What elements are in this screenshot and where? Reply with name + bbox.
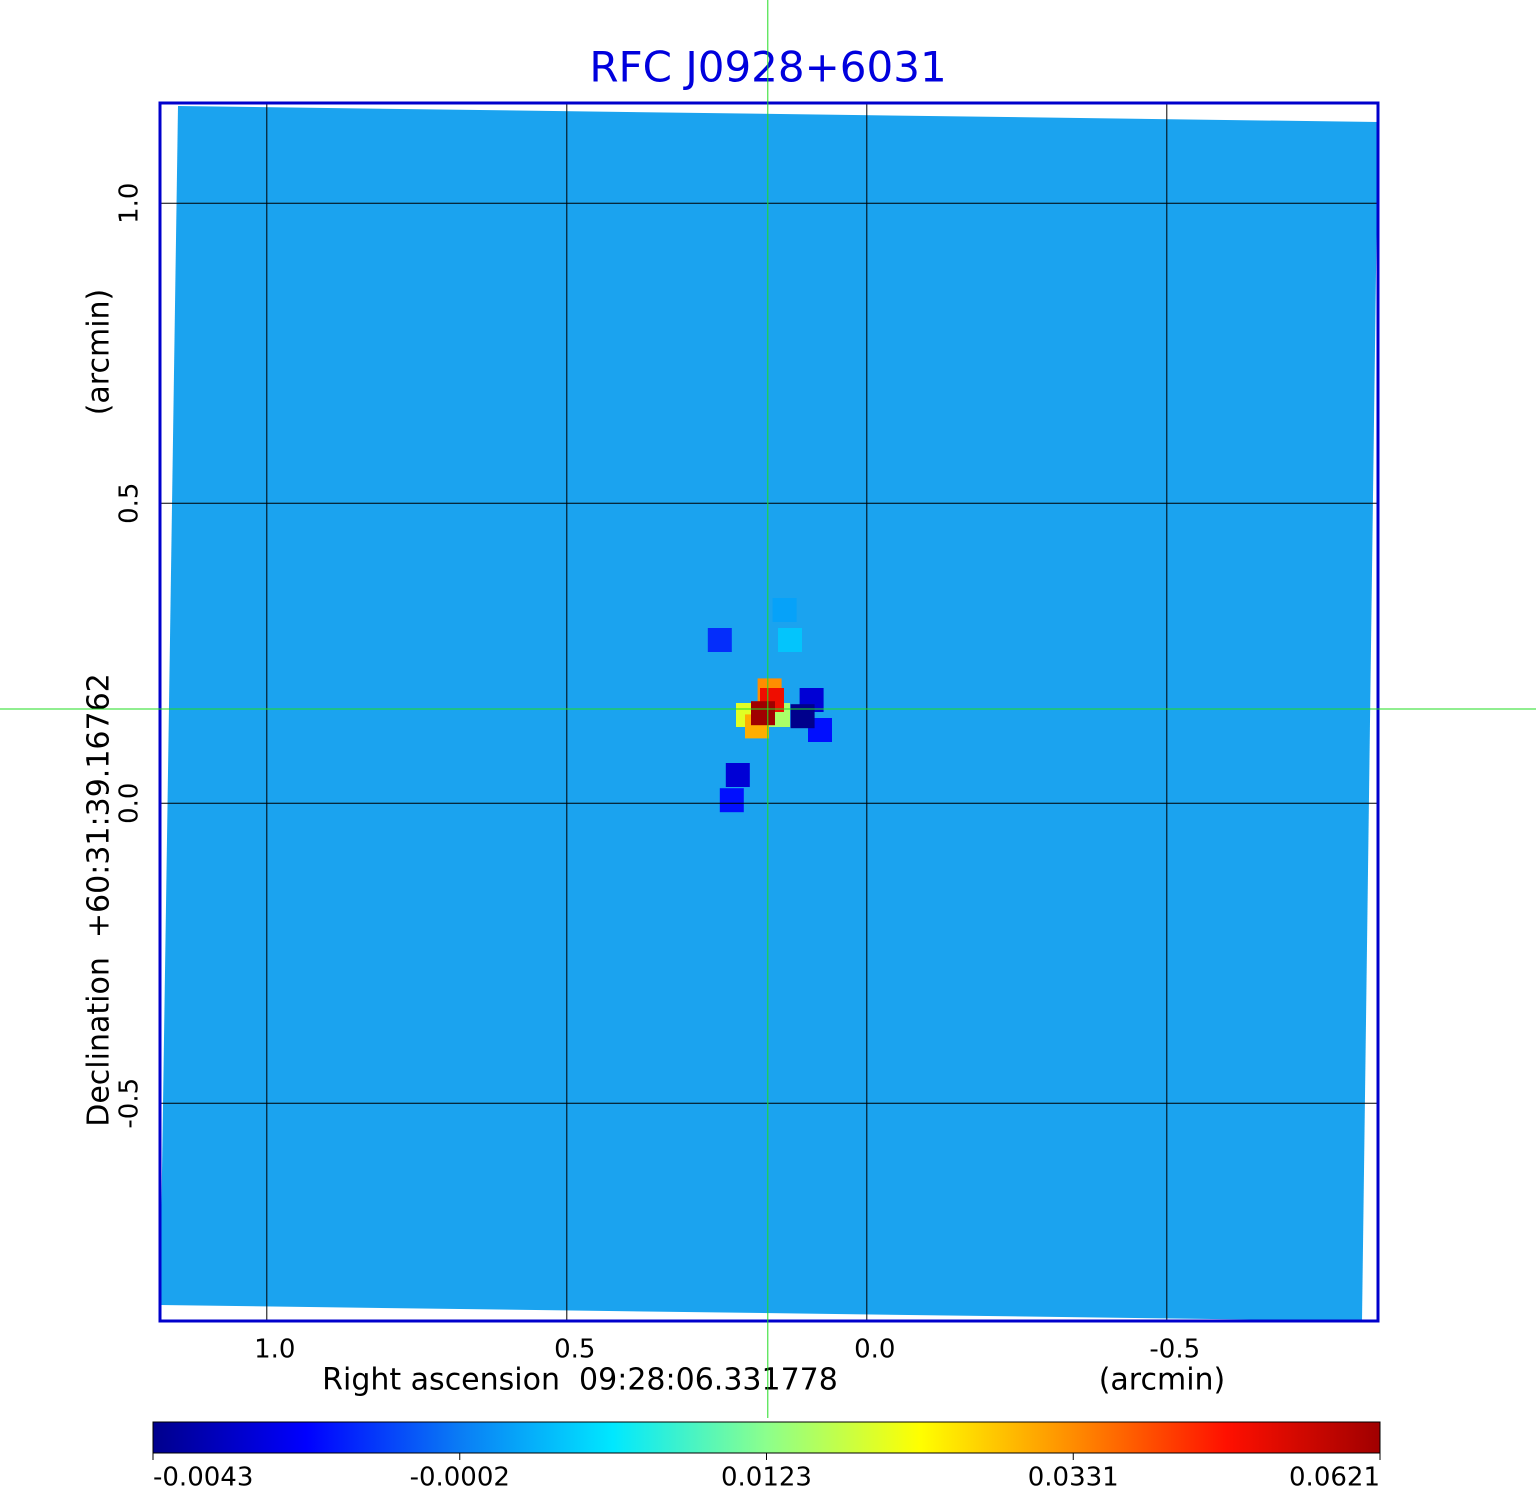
x-axis-unit: (arcmin) (1099, 1363, 1226, 1398)
image-pixel (707, 628, 732, 652)
y-tick-label: 0.0 (115, 783, 145, 824)
image-pixel (751, 701, 775, 726)
x-tick-label: 0.0 (854, 1335, 895, 1365)
x-axis-label: Right ascension 09:28:06.331778 (322, 1363, 838, 1398)
image-pixel (772, 598, 797, 622)
y-tick-label: 0.5 (115, 483, 145, 524)
plot-frame (158, 101, 1380, 1323)
colorbar (152, 1421, 1381, 1454)
colorbar-tick-label: 0.0621 (1289, 1463, 1380, 1493)
image-pixel (725, 763, 750, 787)
image-pixel (790, 704, 815, 729)
x-tick-label: 1.0 (254, 1335, 295, 1365)
y-tick-label: -0.5 (115, 1078, 145, 1129)
colorbar-tick-label: -0.0043 (153, 1463, 253, 1493)
y-tick-label: 1.0 (115, 183, 145, 224)
x-tick-label: -0.5 (1149, 1335, 1200, 1365)
colorbar-tick-label: -0.0002 (410, 1463, 510, 1493)
x-tick-label: 0.5 (554, 1335, 595, 1365)
image-pixel (719, 788, 744, 813)
y-axis-label: Declination +60:31:39.16762 (82, 673, 117, 1127)
image-pixel (778, 628, 802, 652)
colorbar-tick-label: 0.0123 (721, 1463, 812, 1493)
y-axis-unit: (arcmin) (82, 289, 117, 416)
colorbar-tick-label: 0.0331 (1028, 1463, 1119, 1493)
